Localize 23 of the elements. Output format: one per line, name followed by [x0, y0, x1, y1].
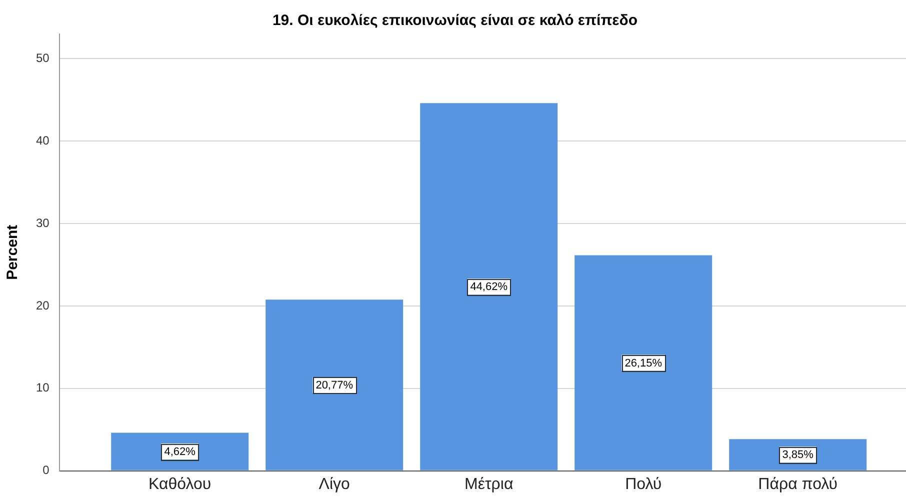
x-tick-label: Πολύ — [625, 476, 662, 493]
bar — [111, 432, 249, 470]
x-tick-label: Λίγο — [318, 476, 350, 493]
chart-title: 19. Οι ευκολίες επικοινωνίας είναι σε καλό επίπεδο — [272, 12, 638, 30]
y-tick-label: 50 — [36, 51, 50, 66]
data-label: 4,62% — [164, 446, 196, 458]
bar — [266, 300, 404, 470]
data-label: 20,77% — [316, 379, 354, 392]
y-tick-label: 0 — [42, 463, 50, 478]
y-tick-label: 10 — [36, 380, 50, 395]
x-tick-label: Πάρα πολύ — [758, 476, 838, 493]
bar — [729, 439, 867, 470]
data-label: 3,85% — [782, 449, 814, 462]
x-tick-label: Καθόλου — [148, 476, 212, 493]
y-axis-title: Percent — [4, 224, 22, 280]
bar — [420, 103, 558, 470]
y-tick-label: 40 — [36, 133, 50, 148]
bar — [574, 255, 712, 470]
y-tick-label: 20 — [36, 298, 50, 312]
data-label: 44,62% — [470, 281, 508, 294]
x-tick-label: Μέτρια — [464, 476, 514, 493]
data-label: 26,15% — [624, 357, 662, 370]
y-tick-label: 30 — [36, 216, 50, 230]
